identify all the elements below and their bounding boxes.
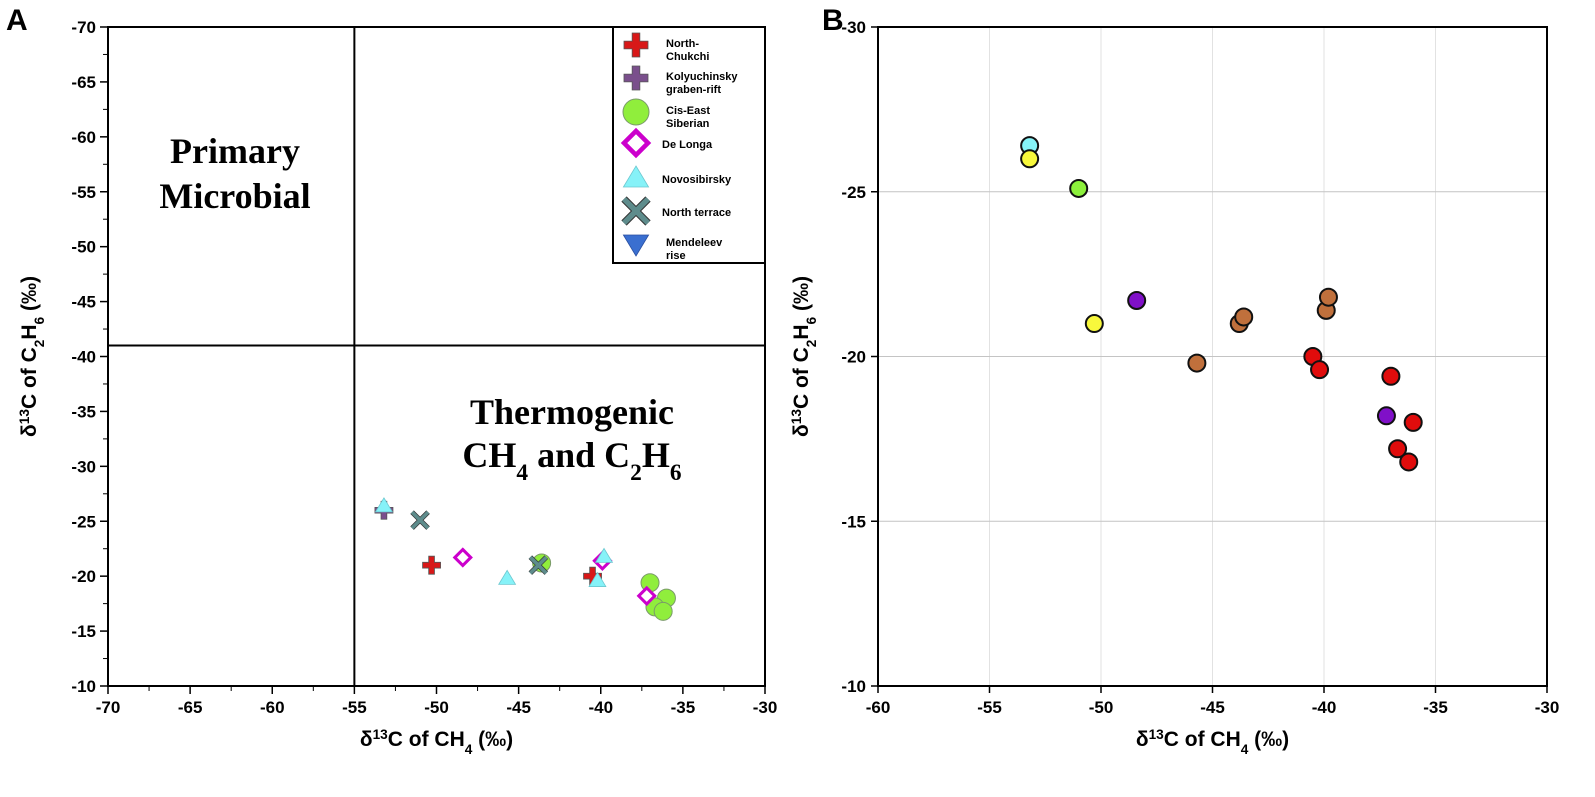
data-point [1069,178,1089,198]
y-tick-label-a: -65 [71,73,96,92]
point-de-longa [452,547,473,568]
data-point [1127,290,1147,310]
data-point [1020,149,1040,169]
x-tick-label-a: -40 [588,698,613,717]
y-tick-label-a: -60 [71,128,96,147]
x-tick-label-a: -70 [96,698,121,717]
data-point [1234,307,1254,327]
legend-label: Novosibirsky [662,174,732,186]
y-tick-label-a: -15 [71,622,96,641]
legend-label: graben-rift [666,84,721,96]
x-tick-label-a: -45 [506,698,531,717]
y-tick-label-b: -25 [841,183,866,202]
x-tick-label-a: -55 [342,698,367,717]
point-novosibirsky [588,571,607,587]
y-tick-label-a: -30 [71,457,96,476]
y-tick-label-b: -15 [841,512,866,531]
point-novosibirsky [594,547,614,563]
legend-label: rise [666,250,686,262]
point-de-longa [636,585,657,607]
legend-marker-novosibirsky [622,165,650,188]
legend-label: Siberian [666,118,710,130]
y-tick-label-a: -10 [71,677,96,696]
x-tick-label-b: -55 [977,698,1002,717]
legend-label: Cis-East [666,105,710,117]
y-tick-label-a: -55 [71,183,96,202]
point-cis-east-siberian [653,601,673,621]
legend-label: Mendeleev [666,237,723,249]
x-tick-label-b: -35 [1423,698,1448,717]
y-axis-title-a: δ13C of C2H6 (‰) [17,276,47,437]
panel-a: A -70 -65 -60 -55 -50 -45 -40 -35 -30 -70 -65 -60 -55… [6,4,777,757]
legend-label: Kolyuchinsky [666,71,738,83]
legend-marker-cis-east-siberian [622,98,650,126]
legend-label: De Longa [662,139,713,151]
region-label-thermogenic: Thermogenic [470,392,674,432]
legend-marker-kolyuchinsky-graben-rift [623,65,649,91]
x-tick-label-a: -50 [424,698,449,717]
legend-marker-north-terrace [622,197,650,225]
y-tick-label-b: -10 [841,677,866,696]
legend-label: Chukchi [666,51,709,63]
x-axis-title-a: δ13C of CH4 (‰) [360,727,513,757]
data-point [1310,360,1330,380]
x-tick-label-b: -60 [866,698,891,717]
point-north-terrace [529,555,548,575]
y-tick-label-a: -35 [71,402,96,421]
data-point [1376,406,1396,426]
panel-label-a: A [6,4,28,37]
x-tick-label-b: -40 [1312,698,1337,717]
legend-marker-mendeleev-rise [622,234,650,257]
y-tick-label-a: -70 [71,18,96,37]
legend-marker-north-chukchi [623,32,649,58]
y-tick-label-a: -50 [71,238,96,257]
x-axis-title-b: δ13C of CH4 (‰) [1136,727,1289,757]
y-tick-label-a: -25 [71,512,96,531]
region-label-thermogenic: CH4 and C2H6 [462,435,681,486]
data-point [1318,287,1338,307]
x-tick-label-a: -35 [671,698,696,717]
point-novosibirsky [374,497,394,513]
x-tick-label-b: -50 [1089,698,1114,717]
legend-marker-de-longa [620,127,652,159]
x-tick-label-b: -30 [1535,698,1560,717]
point-north-terrace [410,510,430,530]
y-tick-label-a: -20 [71,567,96,586]
data-point [1187,353,1207,373]
data-point [1403,412,1423,432]
data-point [1381,366,1401,386]
y-tick-label-a: -45 [71,293,96,312]
legend-label: North- [666,38,699,50]
x-tick-label-b: -45 [1200,698,1225,717]
x-tick-label-a: -65 [178,698,203,717]
region-label-primary-microbial: Microbial [159,176,310,216]
data-point [1084,314,1104,334]
region-label-primary-microbial: Primary [170,131,300,171]
y-axis-title-b: δ13C of C2H6 (‰) [789,276,819,437]
panel-label-b: B [822,4,844,37]
point-north-chukchi [422,555,441,575]
y-tick-label-a: -40 [71,348,96,367]
y-tick-label-b: -30 [841,18,866,37]
point-novosibirsky [498,569,517,585]
legend-label: North terrace [662,207,731,219]
x-tick-label-a: -60 [260,698,285,717]
panel-b: B -60 -55 -50 -45 -40 -35 -30 -30 -25 -20 -15 -10 δ13… [789,4,1560,757]
x-tick-label-a: -30 [753,698,778,717]
data-point [1388,439,1408,459]
y-tick-label-b: -20 [841,348,866,367]
data-point [1399,452,1419,472]
